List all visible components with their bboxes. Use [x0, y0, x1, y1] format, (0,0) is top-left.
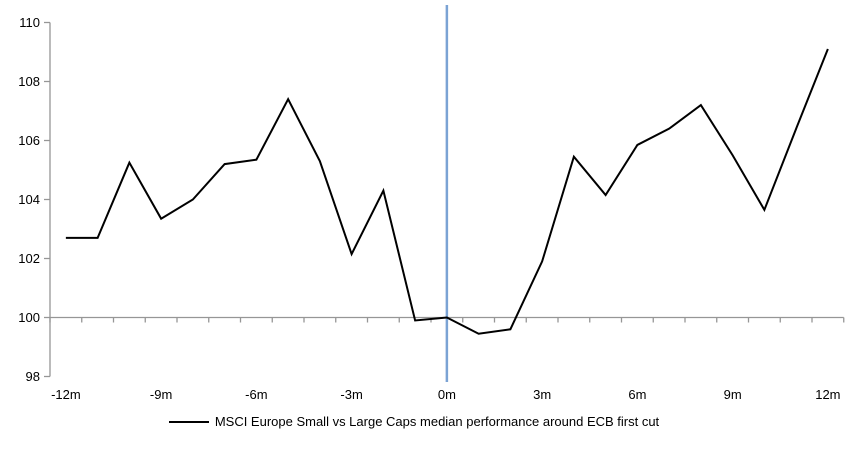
x-axis-tick-label: -6m — [245, 387, 267, 402]
x-axis-tick-label: -9m — [150, 387, 172, 402]
x-axis-tick-label: 3m — [533, 387, 551, 402]
legend-label: MSCI Europe Small vs Large Caps median p… — [214, 414, 660, 429]
y-axis-tick-label: 106 — [18, 133, 40, 148]
y-axis-tick-label: 100 — [18, 310, 40, 325]
series-line — [65, 48, 829, 335]
chart-legend: MSCI Europe Small vs Large Caps median p… — [0, 414, 840, 429]
y-axis-tick-label: 98 — [26, 369, 40, 384]
line-chart: 98 100 102 104 106 108 110 -12m -9m -6m -3m 0m 3m 6m 9… — [18, 5, 845, 402]
x-axis-tick-label: 12m — [815, 387, 840, 402]
x-axis-tick-label: 9m — [724, 387, 742, 402]
x-axis-tick-label: -3m — [340, 387, 362, 402]
y-axis-tick-label: 102 — [18, 251, 40, 266]
x-axis-tick-label: 6m — [628, 387, 646, 402]
x-axis-tick-label: -12m — [51, 387, 81, 402]
legend-line-sample-icon — [168, 420, 209, 423]
y-axis-tick-label: 108 — [18, 74, 40, 89]
x-axis-tick-label: 0m — [438, 387, 456, 402]
y-axis-tick-label: 110 — [19, 15, 40, 30]
y-axis-tick-label: 104 — [18, 192, 40, 207]
